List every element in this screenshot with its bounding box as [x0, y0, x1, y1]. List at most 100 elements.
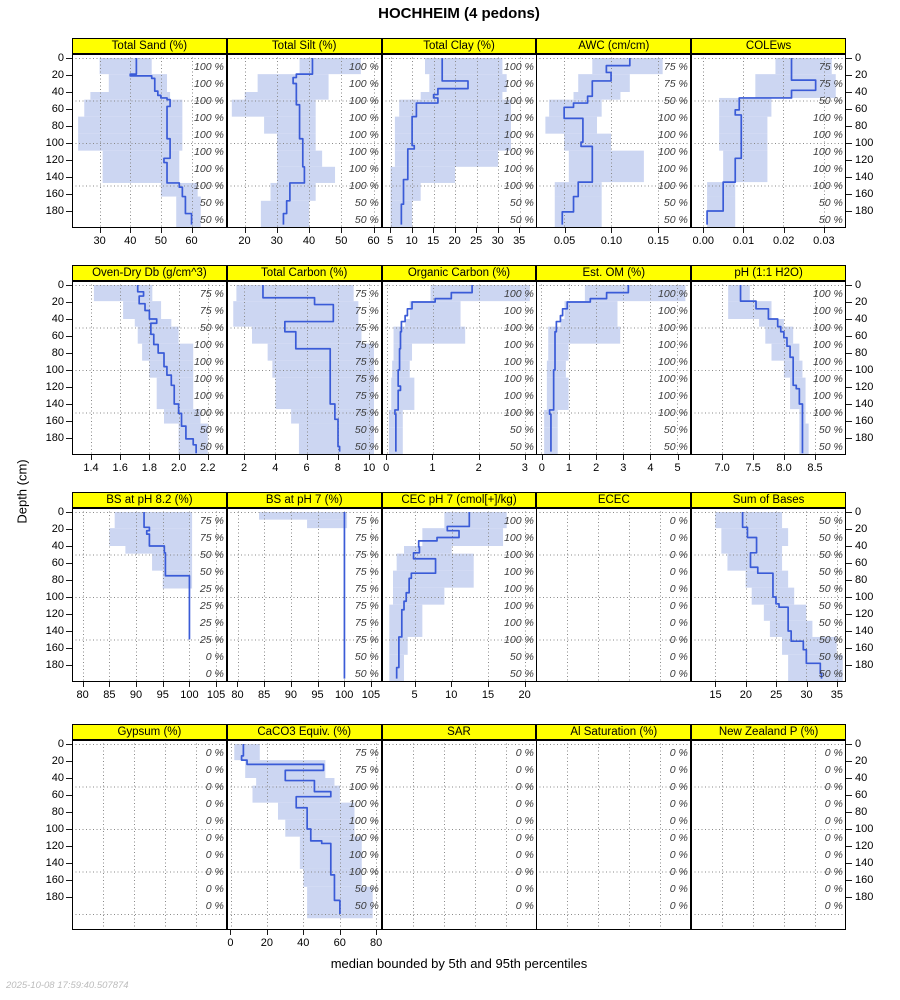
y-tick-right [846, 177, 852, 178]
percentile-label: 50 % [200, 197, 224, 209]
x-tick-label: 105 [206, 689, 226, 701]
median-line [741, 512, 823, 679]
percentile-label: 50 % [819, 634, 843, 646]
percentile-label: 0 % [670, 815, 688, 827]
panel-oven-dry-db: 75 % 75 % 50 % 100 % 100 % 100 % 100 % 100 % 50 … [72, 281, 227, 455]
median-line [395, 512, 470, 679]
percentile-band [123, 301, 162, 319]
percentile-label: 50 % [819, 532, 843, 544]
percentile-label: 50 % [200, 424, 224, 436]
panel-cec-ph7: 100 % 100 % 100 % 100 % 100 % 100 % 100 % 100 %… [381, 508, 537, 682]
percentile-label: 50 % [200, 441, 224, 453]
x-tick [390, 228, 392, 233]
panel-border [536, 281, 692, 455]
percentile-label: 100 % [658, 129, 688, 141]
x-tick [276, 228, 278, 233]
percentile-band [719, 116, 768, 134]
percentile-band [394, 133, 511, 151]
y-tick-right [846, 829, 852, 830]
y-tick-label-right: 120 [855, 154, 874, 166]
percentile-label: 100 % [658, 163, 688, 175]
percentile-band [775, 58, 832, 75]
y-tick-right [846, 160, 852, 161]
percentile-label: 50 % [200, 322, 224, 334]
x-tick-label: 100 [180, 689, 199, 701]
panel-border [536, 740, 692, 930]
y-tick-label-left: 40 [51, 540, 64, 552]
percentile-label: 0 % [825, 849, 843, 861]
x-tick [703, 228, 705, 233]
x-tick-label: 105 [361, 689, 381, 701]
x-tick [207, 455, 209, 460]
percentile-label: 0 % [825, 832, 843, 844]
percentile-label: 100 % [658, 373, 688, 385]
percentile-label: 100 % [349, 781, 379, 793]
y-tick-label-left: 180 [45, 891, 64, 903]
y-tick-right [846, 512, 852, 513]
y-tick-right [846, 421, 852, 422]
x-tick-label: 25 [770, 689, 783, 701]
percentile-label: 75 % [200, 288, 224, 300]
percentile-label: 50 % [819, 651, 843, 663]
x-tick-label: 1.6 [112, 462, 128, 474]
percentile-label: 50 % [819, 515, 843, 527]
percentile-band [276, 133, 316, 151]
percentile-label: 50 % [200, 549, 224, 561]
y-tick-left [66, 580, 72, 581]
panel-border [72, 281, 227, 455]
y-tick-label-right: 60 [855, 103, 868, 115]
percentile-band [404, 319, 461, 327]
y-tick-label-right: 80 [855, 806, 868, 818]
percentile-band [251, 326, 362, 344]
x-tick [497, 228, 499, 233]
percentile-label: 100 % [813, 112, 843, 124]
percentile-label: 25 % [199, 634, 224, 646]
x-tick [275, 455, 277, 460]
y-tick-label-right: 160 [855, 188, 874, 200]
percentile-band [298, 423, 374, 455]
y-tick-label-left: 40 [51, 86, 64, 98]
panel-strip-est-om: Est. OM (%) [536, 265, 692, 281]
percentile-label: 0 % [825, 747, 843, 759]
panel-strip-bs-ph7: BS at pH 7 (%) [226, 492, 382, 508]
y-tick-label-left: 160 [45, 188, 64, 200]
percentile-band [560, 319, 618, 327]
y-tick-right [846, 126, 852, 127]
x-tick [178, 455, 180, 460]
x-tick-label: 4 [647, 462, 654, 474]
x-tick-label: 4 [272, 462, 279, 474]
x-tick-label: 60 [185, 235, 198, 247]
x-tick [432, 455, 434, 460]
percentile-band [759, 319, 785, 327]
y-tick-label-right: 20 [855, 69, 868, 81]
x-tick [776, 682, 778, 687]
percentile-band [394, 150, 498, 167]
percentile-band [398, 99, 511, 117]
y-tick-label-right: 140 [855, 625, 874, 637]
percentile-label: 0 % [515, 815, 533, 827]
percentile-label: 0 % [515, 798, 533, 810]
y-tick-left [66, 665, 72, 666]
x-tick-label: 0.01 [732, 235, 755, 247]
x-tick-label: 1.8 [141, 462, 158, 474]
x-tick-label: 10 [362, 462, 376, 474]
x-tick [476, 228, 478, 233]
x-tick [650, 455, 652, 460]
percentile-band [99, 58, 152, 75]
percentile-label: 0 % [670, 781, 688, 793]
percentile-band [108, 74, 168, 92]
y-tick-label-right: 80 [855, 120, 868, 132]
y-tick-right [846, 648, 852, 649]
percentile-band [719, 97, 772, 117]
percentile-label: 50 % [355, 651, 379, 663]
x-tick-label: 0.00 [692, 235, 714, 247]
percentile-label: 100 % [658, 407, 688, 419]
percentile-band [285, 819, 355, 837]
percentile-label: 50 % [355, 424, 379, 436]
y-tick-right [846, 387, 852, 388]
y-tick-right [846, 897, 852, 898]
percentile-band [564, 133, 612, 151]
x-tick [149, 455, 151, 460]
y-tick-left [66, 126, 72, 127]
y-tick-label-right: 120 [855, 381, 874, 393]
